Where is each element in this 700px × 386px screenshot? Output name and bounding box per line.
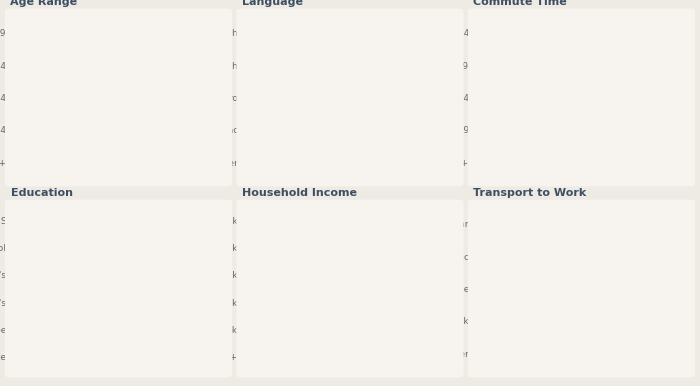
Bar bbox=[10, 91, 70, 104]
Bar bbox=[473, 26, 690, 39]
Bar bbox=[242, 91, 265, 104]
Bar bbox=[473, 314, 547, 328]
Bar bbox=[473, 123, 500, 137]
Bar bbox=[10, 26, 50, 39]
Bar bbox=[10, 242, 227, 253]
Bar bbox=[473, 282, 690, 295]
Bar bbox=[242, 91, 458, 104]
Text: Education: Education bbox=[10, 188, 73, 198]
Bar bbox=[473, 282, 490, 295]
Bar bbox=[242, 26, 425, 39]
Text: Transport to Work: Transport to Work bbox=[473, 188, 587, 198]
Bar bbox=[10, 91, 227, 104]
Bar bbox=[242, 351, 315, 362]
Bar bbox=[10, 58, 136, 72]
Bar bbox=[242, 296, 288, 308]
Bar bbox=[242, 58, 458, 72]
Bar bbox=[242, 123, 265, 137]
Bar bbox=[10, 123, 70, 137]
Bar bbox=[10, 324, 227, 335]
Bar bbox=[10, 215, 227, 226]
Bar bbox=[242, 324, 458, 335]
Text: Language: Language bbox=[242, 0, 303, 7]
Bar bbox=[473, 347, 690, 360]
Bar bbox=[242, 242, 458, 253]
Text: Household Income: Household Income bbox=[242, 188, 357, 198]
Bar bbox=[242, 269, 458, 281]
Bar bbox=[242, 156, 458, 169]
Bar bbox=[10, 269, 227, 281]
Bar bbox=[473, 249, 690, 263]
Bar bbox=[473, 156, 690, 169]
Bar bbox=[242, 242, 292, 253]
Bar bbox=[10, 156, 227, 169]
Bar bbox=[10, 296, 64, 308]
Bar bbox=[473, 123, 690, 137]
Bar bbox=[242, 324, 292, 335]
Bar bbox=[473, 91, 547, 104]
Bar bbox=[473, 314, 690, 328]
Bar bbox=[242, 269, 295, 281]
Bar bbox=[10, 269, 117, 281]
Bar bbox=[473, 58, 690, 72]
Bar bbox=[473, 26, 524, 39]
Bar bbox=[242, 123, 458, 137]
Bar bbox=[242, 58, 258, 72]
Bar bbox=[473, 347, 486, 360]
Bar bbox=[10, 156, 30, 169]
Bar bbox=[473, 249, 533, 263]
Bar bbox=[242, 215, 458, 226]
Text: Age Range: Age Range bbox=[10, 0, 78, 7]
Bar bbox=[10, 26, 227, 39]
Bar bbox=[10, 351, 24, 362]
Bar bbox=[473, 217, 690, 230]
Bar bbox=[10, 242, 50, 253]
Bar bbox=[10, 324, 37, 335]
Bar bbox=[242, 156, 252, 169]
Bar bbox=[473, 91, 690, 104]
Bar bbox=[10, 296, 227, 308]
Bar bbox=[473, 217, 580, 230]
Bar bbox=[10, 351, 227, 362]
Bar bbox=[10, 215, 20, 226]
Bar bbox=[242, 215, 302, 226]
Bar bbox=[10, 58, 227, 72]
Bar bbox=[242, 296, 458, 308]
Bar bbox=[242, 351, 458, 362]
Bar bbox=[242, 26, 458, 39]
Text: Commute Time: Commute Time bbox=[473, 0, 567, 7]
Bar bbox=[473, 58, 600, 72]
Bar bbox=[10, 123, 227, 137]
Bar bbox=[473, 156, 500, 169]
